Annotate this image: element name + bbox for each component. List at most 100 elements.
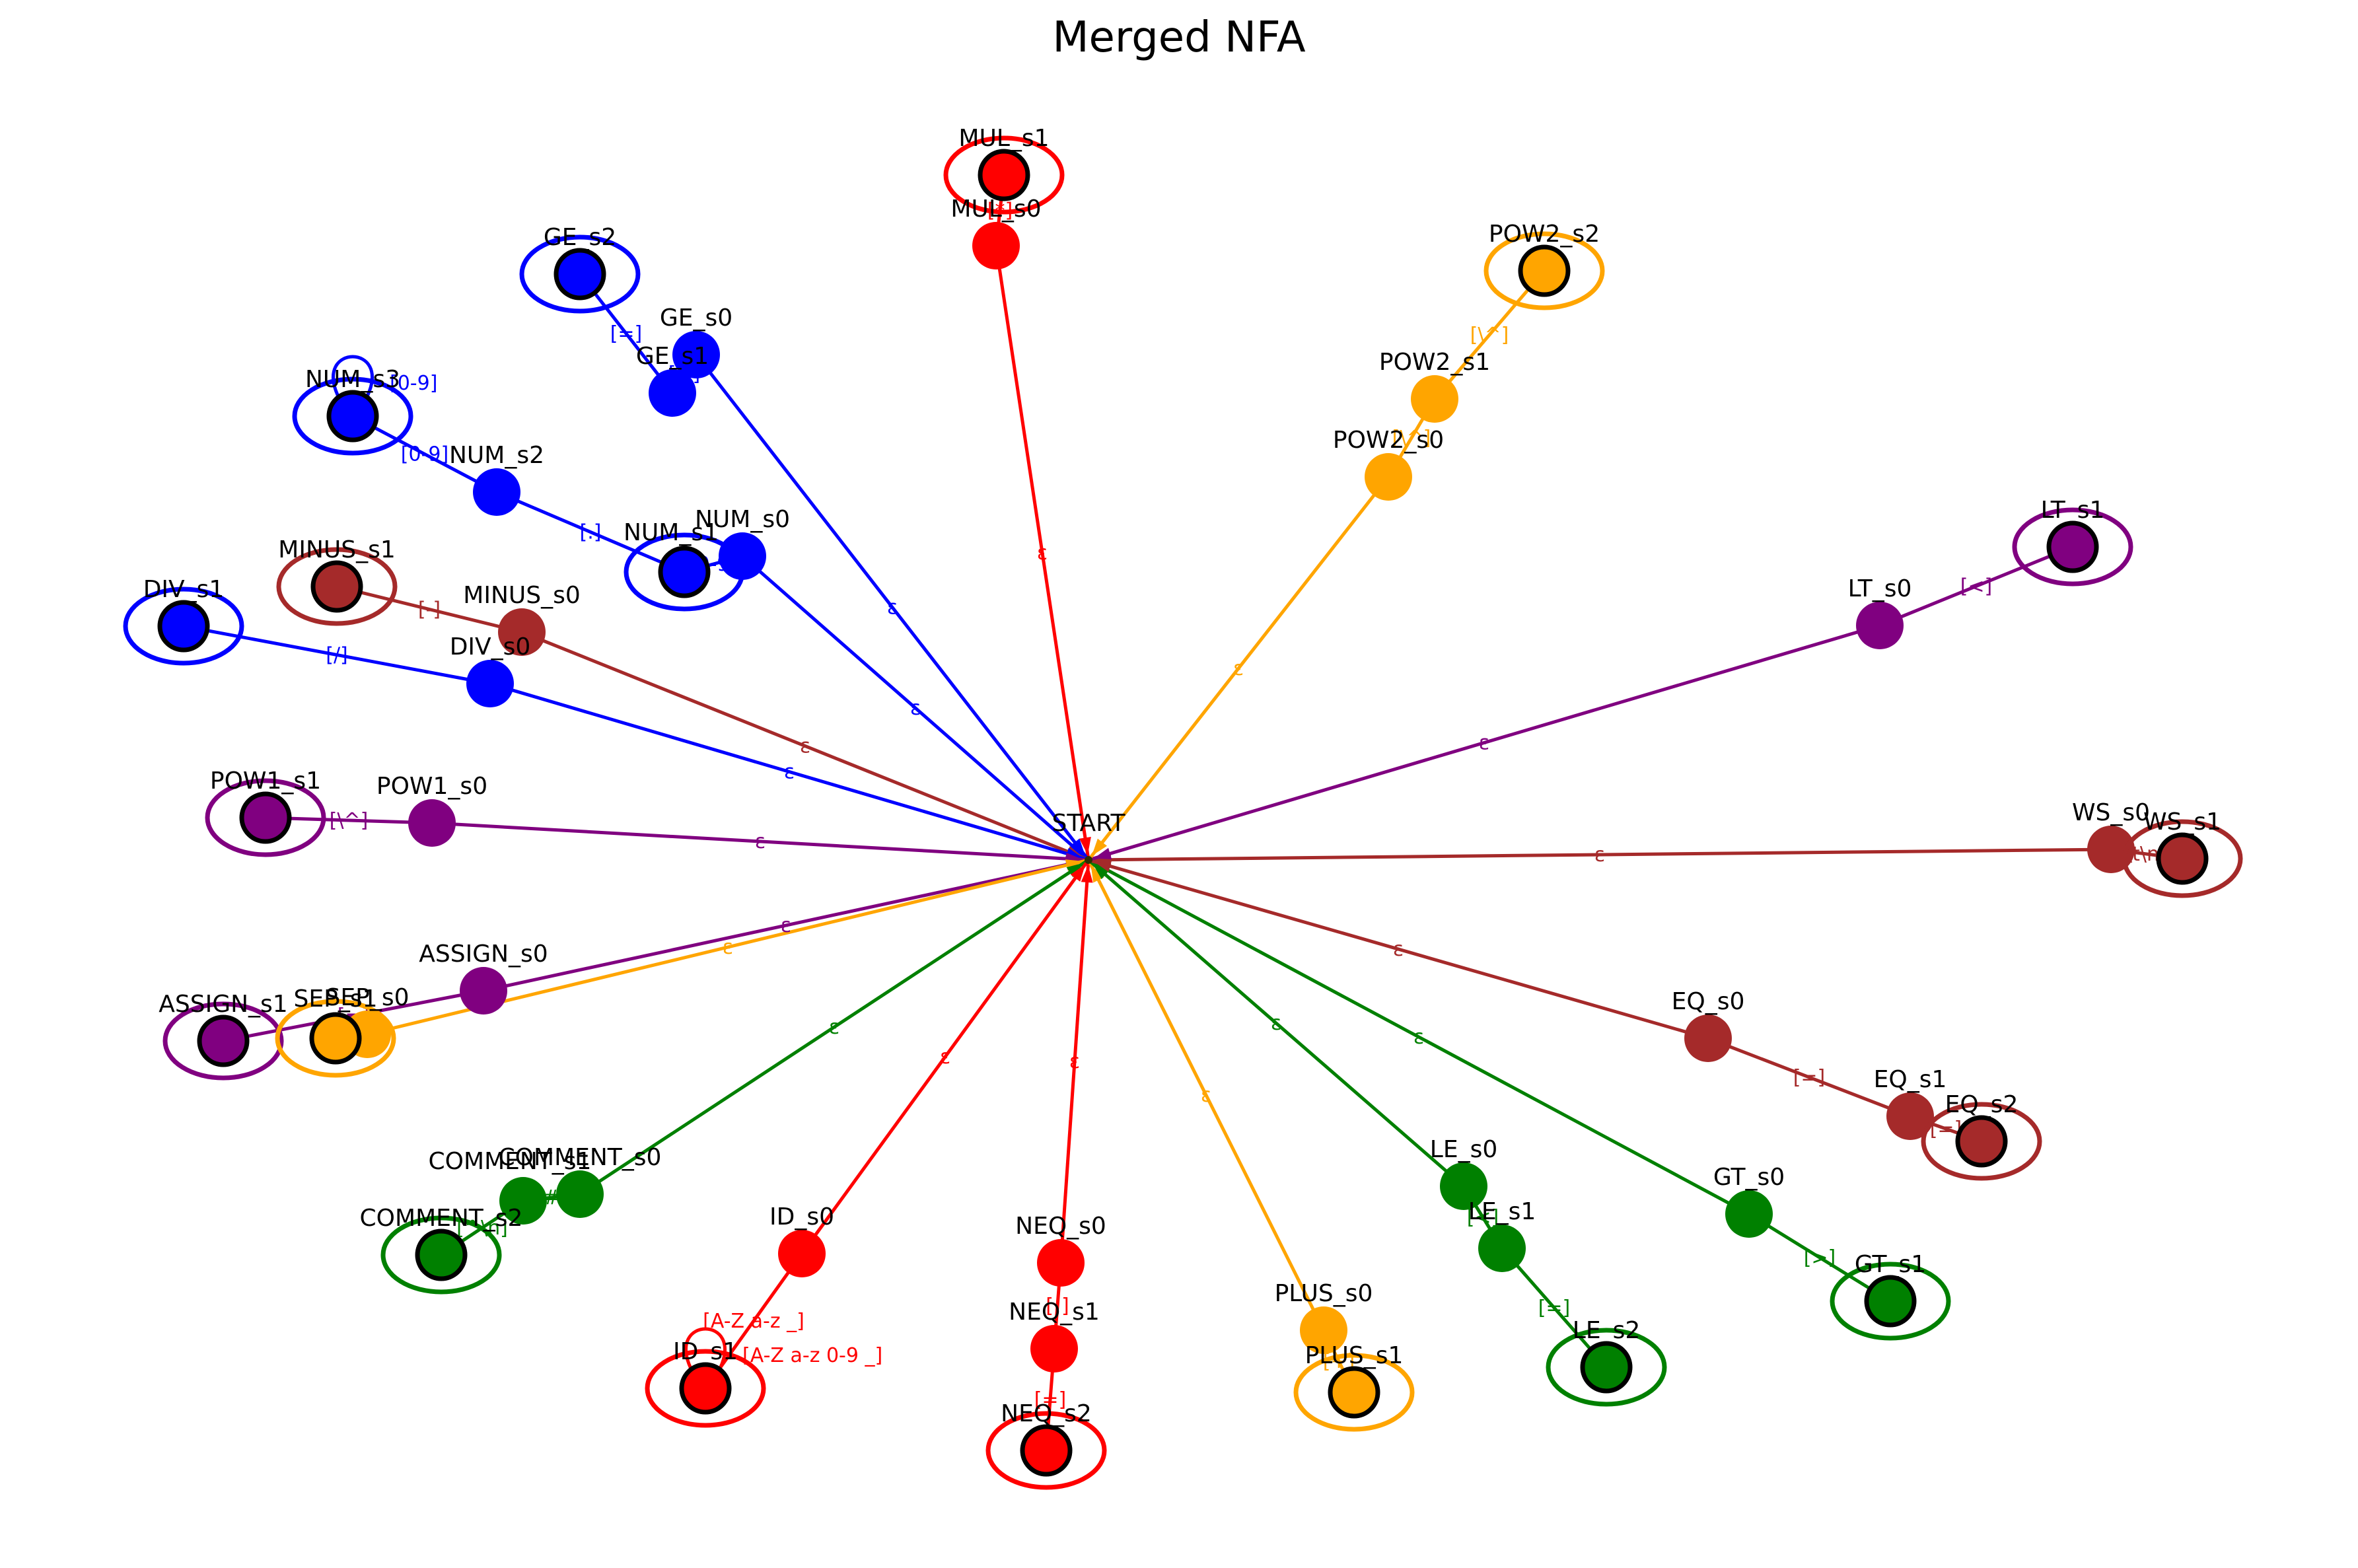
edge-arrowhead: [1070, 864, 1086, 882]
nfa-edge: [489, 682, 1089, 862]
accept-ring: [276, 547, 398, 626]
state-node: [1886, 1092, 1934, 1140]
edge-label: [A-Z a-z 0-9 _]: [742, 1344, 882, 1367]
nfa-edge: [741, 555, 1090, 861]
edge-label: ε: [755, 830, 766, 853]
node-label: PLUS_s0: [1275, 1280, 1373, 1307]
edge-arrowhead: [1092, 863, 1110, 880]
accept-state-node: [2046, 520, 2099, 573]
nfa-edge: [1707, 1036, 1911, 1118]
node-label: COMMENT_s1: [429, 1148, 592, 1175]
accept-state-node: [415, 1229, 468, 1281]
edge-label: [!]: [1046, 1295, 1069, 1318]
accept-ring: [2012, 507, 2133, 587]
edge-arrowhead: [1091, 838, 1108, 856]
accept-state-node: [1864, 1275, 1917, 1328]
accept-ring: [1546, 1328, 1667, 1407]
accept-ring: [162, 1001, 284, 1081]
node-label: NUM_s3: [305, 366, 400, 393]
node-label: POW1_s0: [376, 773, 487, 800]
start-node: [1085, 856, 1092, 864]
accept-ring: [205, 778, 326, 857]
state-node: [1300, 1306, 1347, 1354]
state-node: [1684, 1015, 1732, 1062]
accept-state-node: [2156, 832, 2209, 885]
nfa-edge: [1879, 545, 2073, 627]
node-label: GT_s1: [1855, 1251, 1926, 1278]
nfa-self-loop: [684, 1327, 727, 1370]
edge-label: [=]: [1034, 1388, 1067, 1411]
nfa-edge: [800, 859, 1090, 1255]
state-node: [1411, 375, 1458, 423]
edge-label: ε: [1069, 1050, 1080, 1073]
node-label: MUL_s0: [950, 196, 1041, 223]
node-label: LT_s0: [1848, 575, 1912, 602]
nfa-edge: [183, 624, 491, 686]
edge-label: [A-Z a-z _]: [703, 1310, 804, 1333]
node-label: NEQ_s2: [1001, 1400, 1092, 1427]
node-label: NEQ_s1: [1009, 1299, 1100, 1326]
state-node: [473, 468, 520, 516]
accept-state-node: [1328, 1366, 1380, 1419]
edge-label: [-]: [418, 598, 441, 622]
nfa-edge: [265, 816, 433, 825]
accept-state-node: [554, 248, 606, 301]
node-label: POW2_s1: [1379, 349, 1490, 376]
edge-label: ε: [1201, 1084, 1211, 1107]
edge-label: [\^]: [1470, 324, 1509, 347]
accept-ring: [985, 1411, 1107, 1490]
edge-label: [<]: [1467, 1206, 1499, 1229]
node-label: GE_s2: [544, 224, 616, 251]
edge-arrowhead: [1081, 865, 1093, 883]
nfa-edge: [483, 858, 1089, 993]
node-label: DIV_s1: [143, 576, 225, 603]
edge-arrowhead: [1090, 865, 1104, 883]
state-node: [1037, 1239, 1085, 1287]
edge-label: ε: [1037, 542, 1048, 565]
nfa-edge: [1087, 476, 1390, 861]
nfa-edge: [1059, 859, 1090, 1264]
edge-label: ε: [784, 761, 795, 784]
edge-label: [=]: [610, 322, 643, 345]
node-label: DIV_s0: [450, 633, 531, 660]
edge-label: ε: [1271, 1012, 1281, 1035]
accept-ring: [2122, 819, 2243, 898]
edge-label: [0-9]: [401, 443, 448, 466]
edge-label: [\^]: [330, 809, 369, 832]
edge-label: [.]: [580, 521, 602, 544]
node-label: ASSIGN_s1: [159, 991, 287, 1018]
accept-state-node: [1580, 1341, 1633, 1394]
accept-ring: [645, 1349, 766, 1428]
diagram-title: Merged NFA: [1052, 13, 1306, 62]
edge-label: ε: [1233, 657, 1244, 680]
nfa-edge: [521, 630, 1089, 862]
accept-state-node: [197, 1015, 250, 1067]
node-label: SEP_s1: [294, 985, 378, 1013]
node-label: COMMENT_s2: [360, 1205, 523, 1232]
accept-state-node: [309, 1012, 362, 1065]
node-label: MINUS_s0: [463, 582, 580, 609]
nfa-edge: [579, 858, 1090, 1196]
node-label: LE_s0: [1430, 1136, 1497, 1163]
nfa-edge: [994, 245, 1090, 861]
node-label: COMMENT_s0: [499, 1144, 662, 1171]
node-label: GE_s0: [660, 304, 732, 332]
node-label: POW1_s1: [210, 767, 321, 795]
state-node: [1478, 1225, 1526, 1272]
accept-ring: [943, 135, 1065, 215]
node-label: LE_s2: [1573, 1317, 1640, 1344]
nfa-edge: [1087, 859, 1326, 1332]
state-node: [778, 1230, 826, 1277]
node-label: POW2_s0: [1333, 427, 1444, 454]
edge-label: ε: [781, 914, 791, 937]
accept-state-node: [239, 791, 292, 844]
edge-label: ε: [1479, 732, 1489, 755]
nfa-edge: [1088, 847, 2112, 862]
accept-ring: [1830, 1262, 1951, 1341]
state-node: [556, 1170, 604, 1218]
node-label: SEP_s0: [326, 984, 410, 1011]
state-node: [719, 532, 766, 580]
accept-ring: [380, 1215, 502, 1295]
edge-label: ε: [723, 936, 733, 959]
accept-ring: [1483, 231, 1605, 310]
